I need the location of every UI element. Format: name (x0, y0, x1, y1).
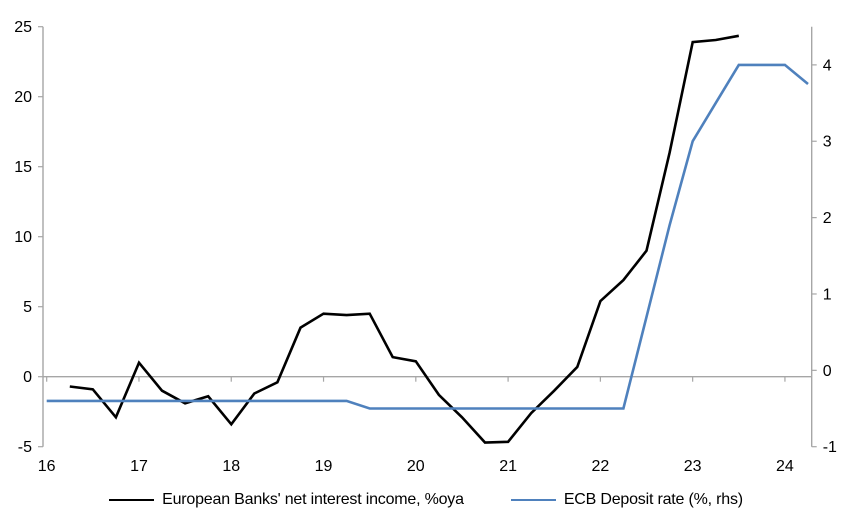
left-axis-tick-label: 20 (14, 89, 32, 106)
legend-label-ecb: ECB Deposit rate (%, rhs) (563, 491, 743, 508)
x-axis-tick-label: 17 (130, 458, 148, 475)
left-axis-tick-label: 25 (14, 19, 32, 36)
right-axis-tick-label: 2 (823, 210, 832, 227)
chart-legend: European Banks' net interest income, %oy… (0, 491, 852, 509)
right-axis-tick-label: 1 (823, 286, 832, 303)
left-axis-tick-label: 15 (14, 159, 32, 176)
x-axis-tick-label: 16 (38, 458, 56, 475)
x-axis-tick-label: 20 (407, 458, 425, 475)
x-axis-tick-label: 19 (315, 458, 333, 475)
right-axis-tick-label: 4 (823, 57, 832, 74)
left-axis-tick-label: 0 (23, 369, 32, 386)
x-axis-tick-label: 21 (499, 458, 517, 475)
x-axis-tick-label: 23 (684, 458, 702, 475)
left-axis-tick-label: 10 (14, 229, 32, 246)
nii-line-swatch-icon (109, 498, 155, 502)
legend-item-nii: European Banks' net interest income, %oy… (109, 491, 464, 509)
ecb-line-swatch-icon (510, 498, 556, 502)
left-axis-tick-label: 5 (23, 299, 32, 316)
nii-series-line (69, 34, 740, 444)
right-axis-tick-label: 0 (823, 363, 832, 380)
right-axis-tick-label: 3 (823, 134, 832, 151)
x-axis-tick-label: 22 (591, 458, 609, 475)
x-axis-tick-label: 18 (222, 458, 240, 475)
right-axis-tick-label: -1 (823, 439, 837, 456)
legend-item-ecb: ECB Deposit rate (%, rhs) (510, 491, 743, 509)
legend-label-nii: European Banks' net interest income, %oy… (162, 491, 464, 508)
left-axis-tick-label: -5 (18, 439, 32, 456)
ecb-series-line (46, 63, 809, 410)
x-axis-tick-label: 24 (776, 458, 794, 475)
